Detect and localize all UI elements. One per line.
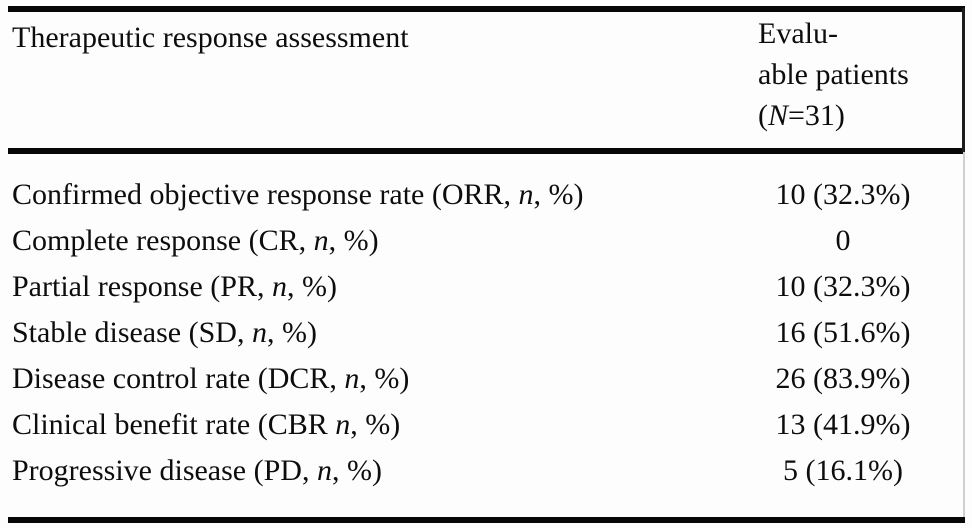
table-top-rule [8,6,965,12]
row-label-n-italic: n [518,178,534,211]
row-label-n-italic: n [335,408,351,441]
row-label: Partial response (PR, n, %) [12,270,753,304]
row-label-post: , %) [266,316,317,349]
header-col1-title: Therapeutic response assessment [12,21,409,54]
row-label: Clinical benefit rate (CBR n, %) [12,408,753,442]
table-row-cr: Complete response (CR, n, %) 0 [12,218,966,264]
header-col2-line2: able patients [758,58,909,91]
row-label-pre: Partial response (PR, [12,270,272,303]
row-label: Progressive disease (PD, n, %) [12,454,753,488]
table-body: Confirmed objective response rate (ORR, … [12,154,966,518]
table-row-pr: Partial response (PR, n, %) 10 (32.3%) [12,264,966,310]
header-separator-rule [8,148,965,154]
header-col2-title: Evalu- able patients (N=31) [758,13,963,136]
header-n-pre: ( [758,99,768,132]
row-label-pre: Clinical benefit rate (CBR [12,408,336,441]
table-row-pd: Progressive disease (PD, n, %) 5 (16.1%) [12,448,966,494]
row-value: 10 (32.3%) [775,178,911,211]
row-value: 0 [835,224,851,257]
row-label-pre: Disease control rate (DCR, [12,362,345,395]
header-col2-line1: Evalu- [758,17,838,50]
row-label-post: , %) [533,178,584,211]
row-label-post: , %) [286,270,337,303]
row-label-n-italic: n [344,362,360,395]
row-value: 13 (41.9%) [775,408,911,441]
row-label-n-italic: n [313,224,329,257]
header-col2-line3: (N=31) [758,95,963,136]
row-label-pre: Confirmed objective response rate (ORR, [12,178,519,211]
row-label-n-italic: n [251,316,267,349]
row-label-post: , %) [331,454,382,487]
row-label: Disease control rate (DCR, n, %) [12,362,753,396]
row-value: 26 (83.9%) [775,362,911,395]
row-label: Confirmed objective response rate (ORR, … [12,178,753,212]
row-label-pre: Stable disease (SD, [12,316,252,349]
row-label-post: , %) [328,224,379,257]
table-row-orr: Confirmed objective response rate (ORR, … [12,172,966,218]
row-label-post: , %) [350,408,401,441]
row-value: 16 (51.6%) [775,316,911,349]
row-label-n-italic: n [271,270,287,303]
table-row-sd: Stable disease (SD, n, %) 16 (51.6%) [12,310,966,356]
row-label: Stable disease (SD, n, %) [12,316,753,350]
row-label-pre: Progressive disease (PD, [12,454,317,487]
table-row-dcr: Disease control rate (DCR, n, %) 26 (83.… [12,356,966,402]
right-edge-line-body [963,152,965,517]
row-label-pre: Complete response (CR, [12,224,314,257]
row-value: 10 (32.3%) [775,270,911,303]
header-n-italic: N [768,99,789,132]
row-label: Complete response (CR, n, %) [12,224,753,258]
table-bottom-rule [8,517,965,523]
table-row-cbr: Clinical benefit rate (CBR n, %) 13 (41.… [12,402,966,448]
header-n-post: =31) [788,99,845,132]
row-label-post: , %) [359,362,410,395]
right-edge-line-header [962,8,965,152]
row-value: 5 (16.1%) [783,454,903,487]
row-label-n-italic: n [316,454,332,487]
